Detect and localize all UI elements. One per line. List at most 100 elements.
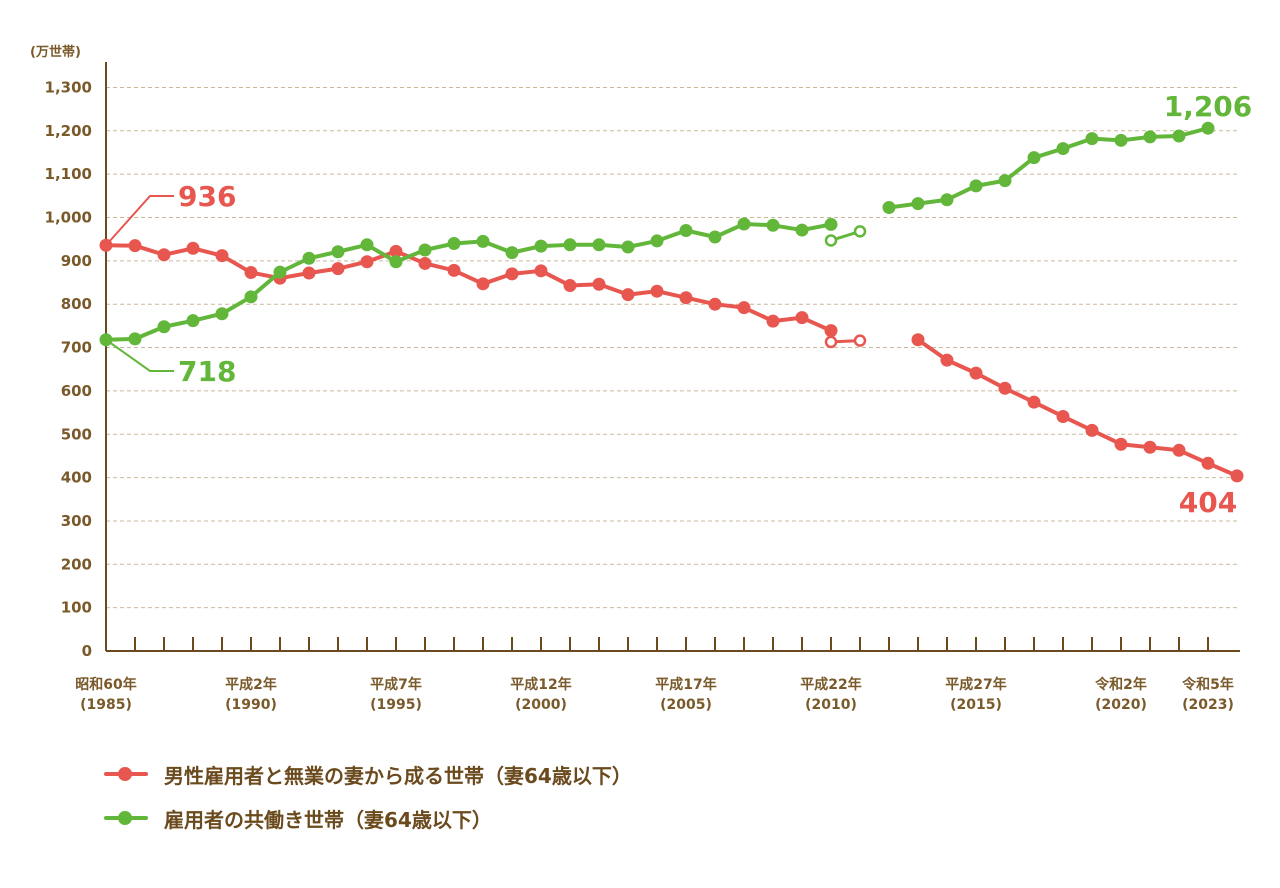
y-tick-label-300: 300 [61, 512, 92, 530]
series-red-point-2013 [911, 333, 925, 347]
series-green-point-2016 [998, 174, 1012, 188]
series-green-point-1995 [389, 255, 403, 269]
series-green-point-2003 [621, 240, 635, 254]
series-green-point-1987 [157, 320, 171, 334]
x-tick-label-era-2010: 平成22年 [800, 676, 861, 693]
series-group [99, 121, 1244, 483]
series-red-point-2021 [1143, 440, 1157, 454]
series-green-estimate-point-2010 [824, 234, 838, 247]
y-tick-label-0: 0 [82, 642, 92, 660]
series-green-point-2012 [882, 201, 896, 215]
series-green-point-2019 [1085, 132, 1099, 146]
y-tick-label-1000: 1,000 [45, 209, 92, 227]
series-green-point-2000 [534, 239, 548, 253]
x-tick-label-era-2015: 平成27年 [945, 676, 1006, 693]
series-green-point-2009 [795, 223, 809, 237]
y-tick-label-400: 400 [61, 469, 92, 487]
series-red-point-1994 [360, 255, 374, 269]
y-tick-label-800: 800 [61, 295, 92, 313]
series-red-line-0 [104, 243, 833, 333]
series-green-point-1999 [505, 246, 519, 260]
series-green-point-1998 [476, 234, 490, 248]
series-green-point-2021 [1143, 130, 1157, 144]
legend-label-red: 男性雇用者と無業の妻から成る世帯（妻64歳以下） [164, 763, 632, 788]
x-tick-label-year-1990: (1990) [225, 697, 277, 713]
series-red-point-2018 [1056, 409, 1070, 423]
series-green-point-2017 [1027, 151, 1041, 165]
series-red-point-1995 [389, 244, 403, 258]
callout-label-red-start: 936 [178, 180, 236, 213]
x-tick-label-year-2005: (2005) [660, 697, 712, 713]
series-green-point-2013 [911, 197, 925, 211]
x-axis-ticks: 昭和60年 (1985) 平成2年 (1990) 平成7年 (1995) 平成12年 (200… [75, 637, 1234, 713]
series-green-line-1 [887, 126, 1210, 210]
legend-item-dual-income-households: 雇用者の共働き世帯（妻64歳以下） [104, 796, 632, 840]
series-red-point-1998 [476, 277, 490, 291]
legend-item-male-employee-households: 男性雇用者と無業の妻から成る世帯（妻64歳以下） [104, 752, 632, 796]
x-tick-label-era-2020: 令和2年 [1094, 676, 1147, 693]
series-green-point-1994 [360, 238, 374, 252]
series-red-point-2016 [998, 381, 1012, 395]
series-red-estimate-point-2011 [853, 334, 867, 347]
series-green-point-1986 [128, 332, 142, 346]
series-red-point-1997 [447, 263, 461, 277]
callout-leader-red-start [105, 195, 174, 246]
series-green-point-2023 [1201, 121, 1215, 135]
series-green-point-1992 [302, 251, 316, 265]
x-tick-label-era-1995: 平成7年 [370, 676, 422, 693]
series-red-point-2010 [824, 324, 838, 338]
axes [105, 62, 1240, 652]
series-green-point-2001 [563, 238, 577, 252]
series-red-point-2024 [1230, 469, 1244, 483]
series-red-point-2019 [1085, 423, 1099, 437]
series-red-point-2022 [1172, 443, 1186, 457]
series-green-point-2014 [940, 193, 954, 207]
series-red-point-1987 [157, 248, 171, 262]
series-green-point-2022 [1172, 129, 1186, 143]
series-green-point-1997 [447, 237, 461, 251]
callout-label-green-start: 718 [178, 355, 236, 388]
y-axis-ticks: 0 100 200 300 400 500 600 700 800 900 1,000 1,100 1,… [45, 78, 92, 660]
y-tick-label-100: 100 [61, 599, 92, 617]
x-tick-label-year-2015: (2015) [950, 697, 1002, 713]
series-green-point-1990 [244, 290, 258, 304]
series-red-point-1989 [215, 249, 229, 263]
x-tick-label-year-1995: (1995) [370, 697, 422, 713]
y-tick-label-900: 900 [61, 252, 92, 270]
x-tick-label-year-2023: (2023) [1182, 697, 1234, 713]
legend-label-green: 雇用者の共働き世帯（妻64歳以下） [164, 807, 492, 832]
series-red-point-2008 [766, 314, 780, 328]
series-red-point-1993 [331, 262, 345, 276]
y-tick-label-1100: 1,100 [45, 165, 92, 183]
series-red-point-1999 [505, 267, 519, 281]
x-tick-label-era-2005: 平成17年 [655, 676, 716, 693]
series-green-line-0 [104, 222, 833, 342]
series-red-point-1996 [418, 256, 432, 270]
series-green-point-2007 [737, 217, 751, 231]
y-tick-label-200: 200 [61, 555, 92, 573]
series-red-point-2002 [592, 277, 606, 291]
series-green-estimate-point-2011 [853, 225, 867, 238]
series-red-point-2020 [1114, 437, 1128, 451]
series-red-point-1992 [302, 266, 316, 280]
series-red-point-2004 [650, 284, 664, 298]
series-red-point-2015 [969, 366, 983, 380]
series-red-point-1988 [186, 241, 200, 255]
x-tick-label-year-2000: (2000) [515, 697, 567, 713]
series-green-point-2020 [1114, 133, 1128, 147]
x-tick-label-era-1990: 平成2年 [225, 676, 277, 693]
series-green-point-2004 [650, 234, 664, 248]
x-tick-label-era-1985: 昭和60年 [75, 676, 136, 693]
x-tick-label-year-2020: (2020) [1095, 697, 1147, 713]
series-red-point-1990 [244, 266, 258, 280]
series-red-line-1 [916, 337, 1239, 478]
grid-lines [106, 86, 1240, 609]
x-tick-label-year-1985: (1985) [80, 697, 132, 713]
series-red-point-2000 [534, 264, 548, 278]
series-green-point-2008 [766, 218, 780, 232]
series-red-point-2003 [621, 288, 635, 302]
x-tick-label-era-2023: 令和5年 [1181, 676, 1234, 693]
callout-label-red-end: 404 [1179, 486, 1237, 519]
y-tick-label-1300: 1,300 [45, 78, 92, 96]
series-red-point-2017 [1027, 395, 1041, 409]
